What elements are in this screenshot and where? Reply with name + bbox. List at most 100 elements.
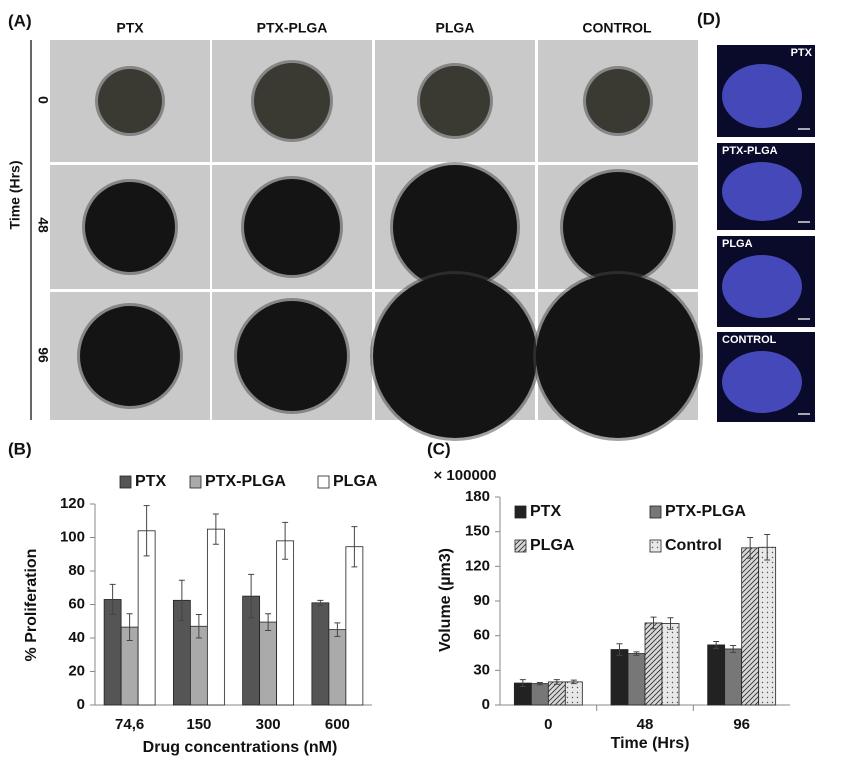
legend-swatch [649,505,662,519]
spheroid [536,274,700,438]
error-bar [195,614,202,639]
error-bar [730,644,737,653]
error-bar [713,640,720,649]
error-bar [317,599,324,606]
x-tick-label: 0 [544,716,552,733]
y-tick-label: 20 [68,662,85,679]
spheroid [244,179,340,275]
bar [741,547,760,706]
y-tick-label: 60 [68,595,85,612]
legend-swatch [514,505,527,519]
bar [644,622,663,706]
column-heading: PTX-PLGA [257,20,328,36]
legend-label: PTX [135,473,166,490]
error-bar [650,616,657,630]
bar [137,530,156,706]
panel-label: (A) [8,11,32,30]
bar [103,599,122,706]
error-bar [764,534,771,561]
bar [661,623,680,706]
y-tick-label: 150 [465,523,490,540]
y-tick-label: 30 [473,661,490,678]
spheroid [98,69,162,133]
image-label: PTX [791,47,813,59]
confocal-images: PTX PTX-PLGA PLGA CONTROL [717,45,815,422]
error-bar [334,622,341,637]
x-tick-label: 300 [256,716,281,733]
bar [627,653,646,706]
error-bar [667,617,674,630]
cell-cluster [722,162,802,221]
error-bar [248,573,255,619]
legend-label: PLGA [530,537,575,554]
spheroid [80,306,180,406]
error-bar [633,651,640,656]
x-tick-label: 96 [733,716,750,733]
bar [610,649,629,706]
legend-label: PLGA [333,473,378,490]
spheroid [254,63,330,139]
error-bar [212,513,219,545]
error-bar [126,613,133,642]
bar [724,648,743,706]
x-axis-label: Time (Hrs) [611,735,690,752]
bar [345,546,364,706]
row-label: 0 [35,96,51,104]
spheroid [393,165,517,289]
y-multiplier: × 100000 [434,467,497,484]
bar [758,546,777,706]
error-bar [265,613,272,631]
row-label: 96 [35,347,51,363]
bar [259,621,278,706]
bar [206,528,225,706]
y-axis-label: % Proliferation [23,549,40,662]
spheroid [237,301,347,411]
row-label: 48 [35,217,51,233]
bar [707,644,726,706]
spheroid [85,182,175,272]
y-tick-label: 90 [473,592,490,609]
x-axis-label: Drug concentrations (nM) [143,739,338,756]
legend-swatch [317,475,330,489]
error-bar [519,679,526,688]
y-tick-label: 0 [482,696,490,713]
y-tick-label: 80 [68,562,85,579]
y-axis-label: Volume (µm3) [437,548,454,652]
legend-swatch [649,539,662,553]
legend-label: Control [665,537,722,554]
spheroid [420,66,490,136]
spheroid [586,69,650,133]
panel-label: (B) [8,439,32,458]
error-bar [570,679,577,685]
cell-cluster [722,351,802,413]
legend-label: PTX-PLGA [205,473,286,490]
error-bar [351,526,358,568]
bar [328,629,347,706]
error-bar [109,583,116,616]
bar [311,602,330,706]
panel-label: (C) [427,439,451,458]
x-tick-label: 600 [325,716,350,733]
cell-cluster [722,255,802,318]
error-bar [747,536,754,559]
cell-cluster [722,64,802,128]
legend-label: PTX-PLGA [665,503,746,520]
legend-swatch [189,475,202,489]
legend-swatch [514,539,527,553]
error-bar [553,679,560,685]
spheroid [563,172,673,282]
legend-swatch [119,475,132,489]
error-bar [178,579,185,621]
y-tick-label: 120 [60,495,85,512]
spheroid [373,274,537,438]
x-tick-label: 74,6 [115,716,144,733]
column-heading: PLGA [436,20,475,36]
image-label: PTX-PLGA [722,145,778,157]
x-tick-label: 150 [186,716,211,733]
bar [564,681,583,706]
bar [547,681,566,706]
bar [530,683,549,706]
error-bar [616,643,623,656]
column-heading: PTX [116,20,144,36]
